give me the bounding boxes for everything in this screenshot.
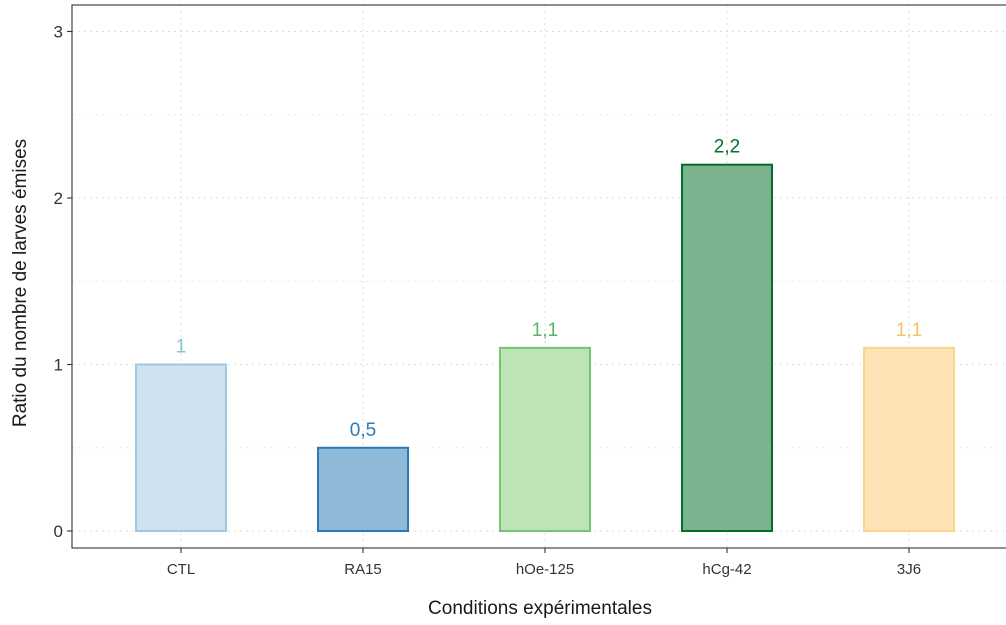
bar-hoe-125 xyxy=(499,346,591,532)
bar-hcg-42 xyxy=(681,163,773,532)
y-tick-label: 1 xyxy=(54,356,63,375)
data-label: 1,1 xyxy=(532,320,558,341)
data-label: 1,1 xyxy=(896,320,922,341)
x-tick-label: RA15 xyxy=(344,561,382,578)
y-tick-label: 0 xyxy=(54,522,63,541)
x-axis-title: Conditions expérimentales xyxy=(428,598,652,619)
x-tick-label: hOe-125 xyxy=(516,561,574,578)
data-label: 0,5 xyxy=(350,420,376,441)
y-tick-label: 2 xyxy=(54,189,63,208)
bar-ra15 xyxy=(317,446,409,532)
data-labels: 1 0,5 1,1 2,2 1,1 xyxy=(176,137,923,441)
panel-border xyxy=(71,4,1006,549)
bar-ctl xyxy=(135,363,227,532)
y-axis: 0 1 2 3 xyxy=(54,23,72,541)
x-tick-label: hCg-42 xyxy=(702,561,751,578)
y-axis-title: Ratio du nombre de larves émises xyxy=(10,139,31,427)
bars xyxy=(135,163,955,532)
bar-3j6 xyxy=(863,346,955,532)
x-tick-label: 3J6 xyxy=(897,561,921,578)
data-label: 1 xyxy=(176,337,187,358)
y-tick-label: 3 xyxy=(54,23,63,42)
x-axis: CTL RA15 hOe-125 hCg-42 3J6 xyxy=(167,548,921,578)
data-label: 2,2 xyxy=(714,137,740,158)
x-tick-label: CTL xyxy=(167,561,195,578)
